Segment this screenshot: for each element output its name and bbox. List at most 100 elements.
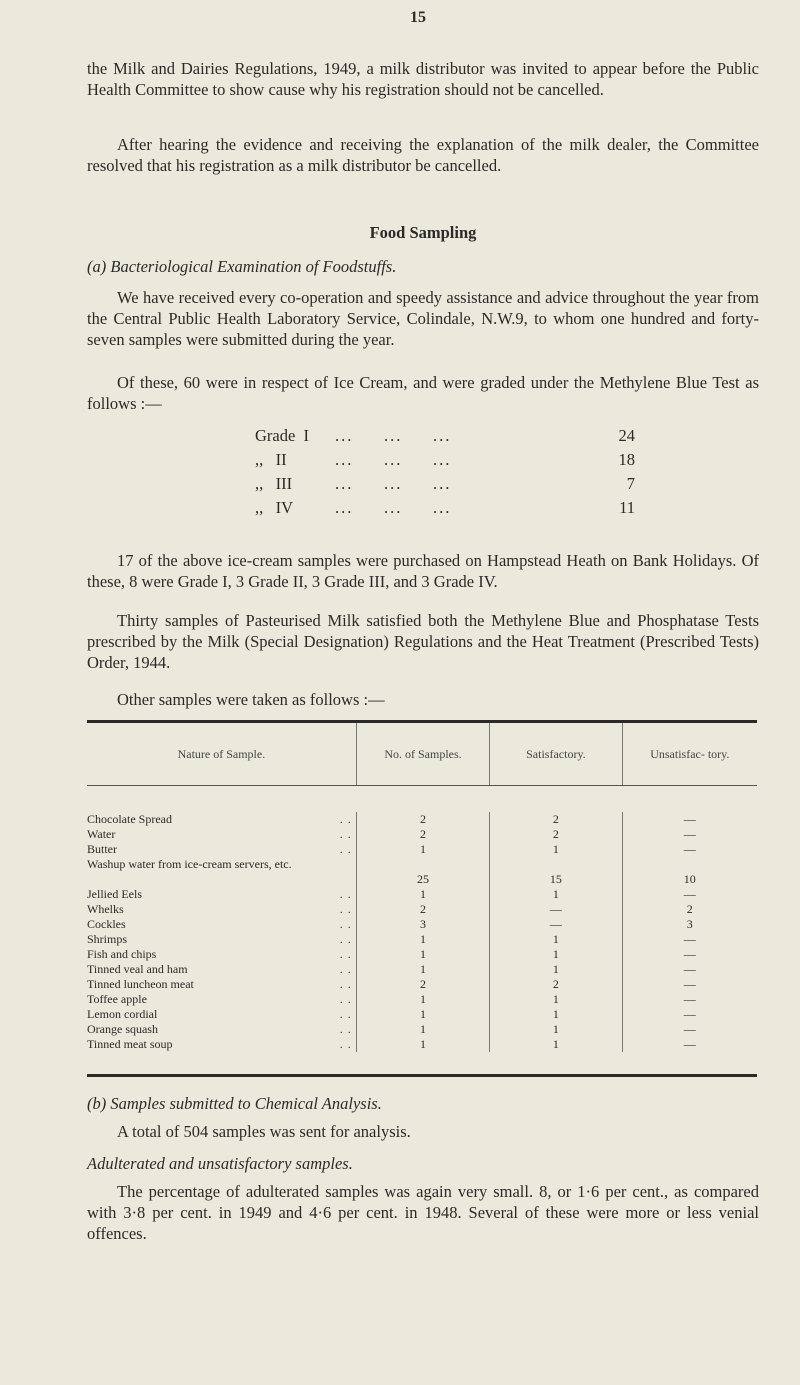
grade-label: ,, IV	[255, 498, 294, 517]
paragraph: the Milk and Dairies Regulations, 1949, …	[87, 59, 759, 99]
grade-row: Grade I ... ... ... 24	[255, 424, 655, 448]
table-cell: 1	[552, 962, 559, 976]
table-cell: 15	[549, 872, 562, 886]
table-cell: —	[683, 962, 696, 976]
unsatisfactory-column: — — —10—2 3— — — — — — — —	[621, 812, 757, 1052]
sample-name: Tinned meat soup. .	[87, 1037, 352, 1051]
table-cell: 1	[552, 887, 559, 901]
table-cell: —	[549, 902, 562, 916]
table-cell: 10	[683, 872, 696, 886]
table-cell: 2	[420, 977, 426, 991]
table-cell: 2	[552, 827, 559, 841]
table-cell: —	[683, 842, 696, 856]
paragraph: A total of 504 samples was sent for anal…	[117, 1122, 411, 1141]
grade-count: 7	[626, 474, 635, 493]
table-cell: —	[683, 812, 696, 826]
table-cell: —	[683, 932, 696, 946]
grade-row: ,, II ... ... ... 18	[255, 448, 655, 472]
table-cell: 1	[552, 1037, 559, 1051]
table-cell: 2	[420, 902, 426, 916]
table-cell: 3	[686, 917, 693, 931]
sample-name: Washup water from ice-cream servers, etc…	[87, 857, 292, 871]
grade-count: 24	[618, 426, 636, 445]
table-cell: —	[683, 977, 696, 991]
number-column: 2 2 1 25 1 2 3 1 1 1 2 1 1 1 1	[355, 812, 489, 1052]
table-cell: 2	[552, 812, 559, 826]
paragraph: Thirty samples of Pasteurised Milk satis…	[87, 611, 759, 672]
table-cell: 25	[417, 872, 429, 886]
table-cell: 2	[420, 812, 426, 826]
table-cell: —	[683, 1022, 696, 1036]
paragraph: Of these, 60 were in respect of Ice Crea…	[87, 373, 759, 413]
header-nature: Nature of Sample.	[177, 746, 266, 761]
leader-dots: ... ... ...	[335, 450, 452, 469]
grade-label: Grade I	[255, 426, 310, 445]
sample-name: Fish and chips. .	[87, 947, 352, 961]
grade-row: ,, IV ... ... ... 11	[255, 496, 655, 520]
leader-dots: ... ... ...	[335, 474, 452, 493]
table-cell: —	[683, 992, 696, 1006]
satisfactory-column: 2 2 1 15 1— —1 1 1 2 1 1 1 1	[489, 812, 621, 1052]
table-cell: 1	[420, 1007, 426, 1021]
table-cell: 1	[420, 932, 426, 946]
table-cell: 1	[420, 992, 426, 1006]
table-cell: —	[683, 947, 696, 961]
paragraph: After hearing the evidence and receiving…	[87, 135, 759, 175]
sample-name: Lemon cordial. .	[87, 1007, 352, 1021]
table-cell: 1	[420, 1022, 426, 1036]
table-cell: 1	[420, 842, 426, 856]
sample-name: Chocolate Spread. .	[87, 812, 352, 826]
grade-count: 11	[619, 498, 635, 517]
header-number: No. of Samples.	[355, 723, 489, 785]
table-cell: 1	[420, 1037, 426, 1051]
subheading-c: Adulterated and unsatisfactory samples.	[87, 1154, 353, 1173]
table-cell: —	[683, 827, 696, 841]
table-cell: —	[549, 917, 562, 931]
table-cell: 1	[552, 1022, 559, 1036]
table-cell: 2	[686, 902, 693, 916]
samples-table: Nature of Sample. No. of Samples. Satisf…	[87, 720, 757, 1077]
grade-label: ,, III	[255, 474, 293, 493]
subheading-b: (b) Samples submitted to Chemical Analys…	[87, 1094, 382, 1113]
grade-label: ,, II	[255, 450, 287, 469]
sample-name: Cockles. .	[87, 917, 352, 931]
section-heading: Food Sampling	[369, 223, 477, 242]
table-cell: 2	[420, 827, 426, 841]
grade-list: Grade I ... ... ... 24 ,, II ... ... ... 18,,…	[255, 424, 655, 520]
sample-name: Whelks. .	[87, 902, 352, 916]
table-cell: 1	[552, 947, 559, 961]
table-cell: 1	[552, 1007, 559, 1021]
table-cell: —	[683, 1007, 696, 1021]
grade-row: ,, III ... ... ... 7	[255, 472, 655, 496]
paragraph: The percentage of adulterated samples wa…	[87, 1182, 759, 1243]
grade-count: 18	[618, 450, 636, 469]
sample-name: Orange squash. .	[87, 1022, 352, 1036]
sample-name: Tinned veal and ham. .	[87, 962, 352, 976]
table-cell: 1	[420, 947, 426, 961]
paragraph: 17 of the above ice-cream samples were p…	[87, 551, 759, 591]
sample-name: Toffee apple. .	[87, 992, 352, 1006]
table-cell: 1	[420, 887, 426, 901]
paragraph: We have received every co-operation and …	[87, 288, 759, 349]
table-header: Nature of Sample. No. of Samples. Satisf…	[87, 723, 757, 785]
table-cell: —	[683, 887, 696, 901]
page-number: 15	[410, 9, 426, 26]
table-cell: 1	[552, 992, 559, 1006]
sample-name: Butter. .	[87, 842, 352, 856]
table-cell: 1	[552, 842, 559, 856]
sample-name: Shrimps. .	[87, 932, 352, 946]
leader-dots: ... ... ...	[335, 498, 452, 517]
header-unsatisfactory: Unsatisfac- tory.	[621, 723, 757, 785]
sample-name: Tinned luncheon meat. .	[87, 977, 352, 991]
table-cell: 3	[420, 917, 426, 931]
table-cell: —	[683, 1037, 696, 1051]
sample-name: Water. .	[87, 827, 352, 841]
table-cell: 1	[552, 932, 559, 946]
leader-dots: ... ... ...	[335, 426, 452, 445]
paragraph: Other samples were taken as follows :—	[117, 690, 385, 709]
header-satisfactory: Satisfactory.	[489, 723, 621, 785]
table-cell: 1	[420, 962, 426, 976]
sample-name-column: Chocolate Spread. . Water. . Butter. . Wash…	[87, 812, 356, 1052]
sample-name: Jellied Eels. .	[87, 887, 352, 901]
